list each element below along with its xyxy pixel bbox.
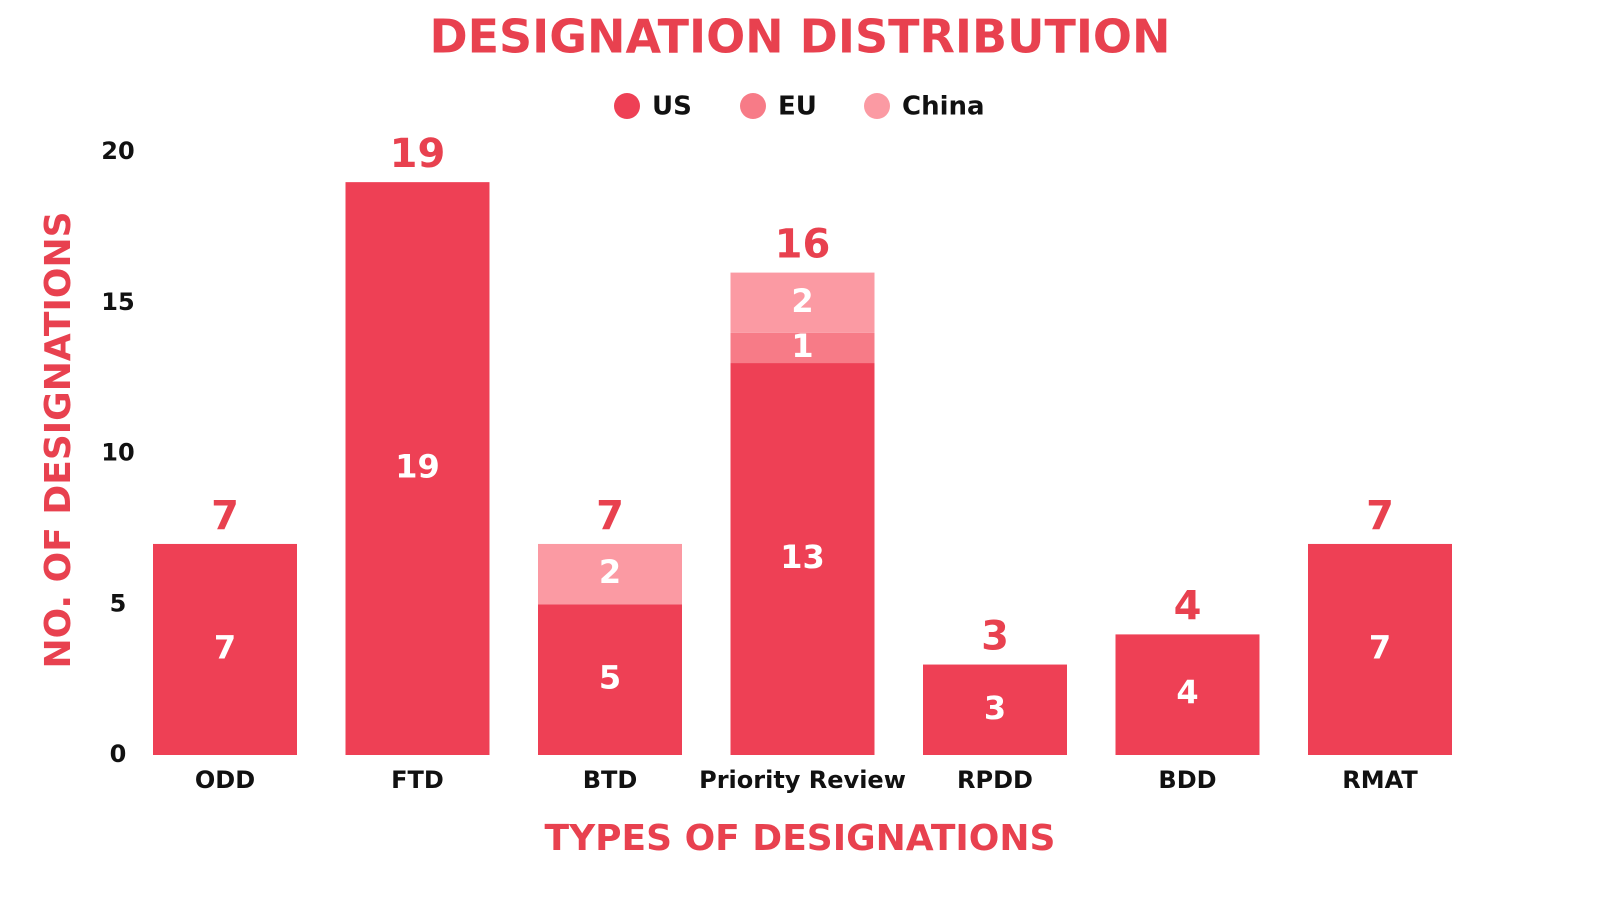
segment-label: 2 xyxy=(791,282,813,320)
y-axis-title: NO. OF DESIGNATIONS xyxy=(38,211,79,668)
total-label: 19 xyxy=(390,131,446,177)
bar-segment xyxy=(153,543,297,755)
segment-label: 3 xyxy=(984,689,1006,727)
total-label: 7 xyxy=(211,493,239,539)
segment-label: 7 xyxy=(214,628,236,666)
segment-label: 2 xyxy=(599,553,621,591)
bar-segment xyxy=(538,604,682,755)
x-tick-label: FTD xyxy=(391,766,444,794)
bar-segment xyxy=(730,363,875,755)
total-label: 7 xyxy=(1366,493,1394,539)
legend-marker xyxy=(614,93,640,119)
bar-segment xyxy=(730,332,875,364)
legend-label: US xyxy=(652,92,692,122)
legend-label: China xyxy=(902,92,985,122)
bar-segment xyxy=(538,543,682,605)
total-label: 4 xyxy=(1174,583,1202,629)
segment-label: 7 xyxy=(1369,628,1391,666)
bar-segment xyxy=(923,664,1067,755)
y-tick-label: 0 xyxy=(110,740,127,768)
y-tick-label: 5 xyxy=(110,589,127,617)
bar-segment xyxy=(345,182,490,755)
y-tick-label: 10 xyxy=(101,439,134,467)
x-tick-label: BDD xyxy=(1158,766,1216,794)
bar-segment xyxy=(1308,543,1452,755)
bar-segment xyxy=(730,272,875,333)
x-axis-title: TYPES OF DESIGNATIONS xyxy=(545,818,1056,859)
x-tick-label: Priority Review xyxy=(699,766,906,794)
total-label: 7 xyxy=(596,493,624,539)
bar-segment xyxy=(1115,634,1260,755)
segment-label: 19 xyxy=(395,448,440,486)
segment-label: 4 xyxy=(1176,674,1198,712)
y-tick-label: 20 xyxy=(101,137,134,165)
x-tick-label: ODD xyxy=(195,766,255,794)
total-label: 3 xyxy=(981,614,1009,660)
total-label: 16 xyxy=(775,222,831,268)
segment-label: 5 xyxy=(599,659,621,697)
chart-title: DESIGNATION DISTRIBUTION xyxy=(429,10,1170,64)
legend-marker xyxy=(740,93,766,119)
legend-label: EU xyxy=(778,92,817,122)
x-tick-label: RMAT xyxy=(1342,766,1418,794)
legend-marker xyxy=(864,93,890,119)
segment-label: 13 xyxy=(780,538,825,576)
x-tick-label: BTD xyxy=(583,766,638,794)
x-tick-label: RPDD xyxy=(957,766,1033,794)
y-tick-label: 15 xyxy=(101,288,134,316)
segment-label: 1 xyxy=(791,327,813,365)
